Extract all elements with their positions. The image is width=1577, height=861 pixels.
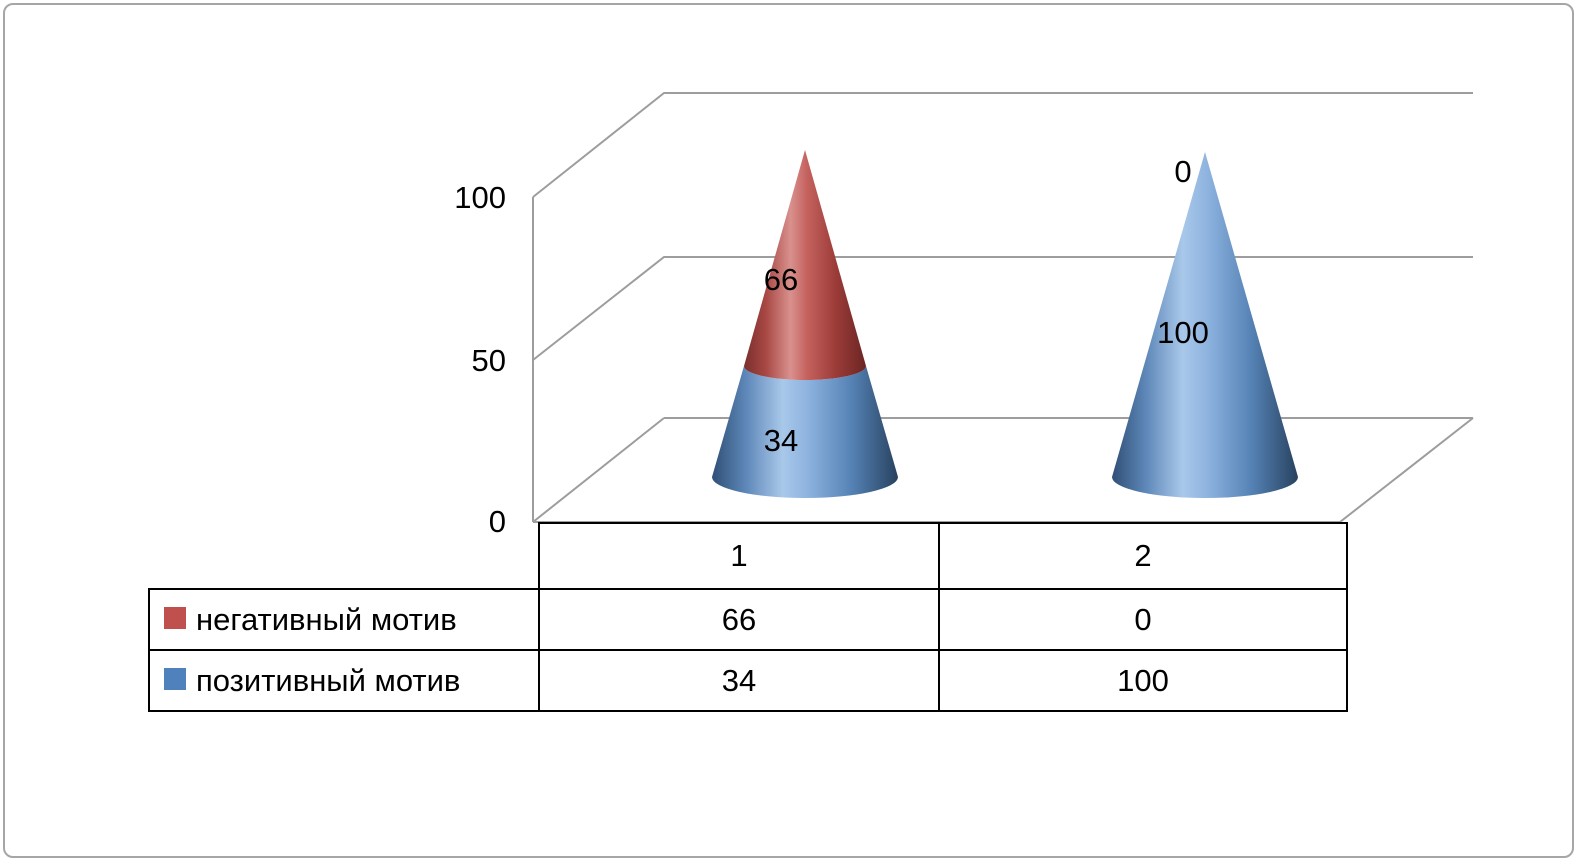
gridlines (532, 92, 1474, 523)
value-negative-cat1: 66 (538, 588, 940, 651)
category-header-2: 2 (938, 522, 1348, 590)
y-tick-0: 0 (489, 504, 506, 539)
gridline-50 (532, 256, 1473, 361)
legend-swatch-positive-icon (164, 668, 186, 691)
floor-left-edge (532, 417, 665, 523)
data-label-cone1-positive: 34 (764, 423, 798, 458)
data-label-cone2-negative: 0 (1174, 154, 1191, 189)
legend-cell-positive: позитивный мотив (148, 649, 540, 712)
table-row-positive: позитивный мотив 34 100 (148, 649, 1348, 712)
value-positive-cat1: 34 (538, 649, 940, 712)
table-corner-blank (149, 523, 539, 589)
y-tick-50: 50 (472, 343, 506, 378)
gridline-100 (532, 92, 1473, 198)
legend-label-negative: негативный мотив (196, 601, 457, 637)
cone1-positive-segment (712, 366, 898, 498)
category-header-row: 1 2 (149, 522, 1348, 590)
legend-swatch-negative-icon (164, 607, 186, 630)
legend-label-positive: позитивный мотив (196, 662, 461, 698)
data-label-cone1-negative: 66 (764, 262, 798, 297)
y-tick-100: 100 (454, 180, 506, 215)
data-table: 1 2 негативный мотив 66 0 позитивный мот… (148, 522, 1348, 712)
cone-category-1 (712, 150, 898, 498)
value-positive-cat2: 100 (938, 649, 1348, 712)
cone1-negative-segment (744, 150, 866, 380)
table-row-negative: негативный мотив 66 0 (148, 588, 1348, 651)
floor-right-edge (1339, 417, 1474, 523)
category-header-1: 1 (538, 522, 940, 590)
cone-category-2 (1112, 152, 1298, 498)
data-label-cone2-positive: 100 (1157, 315, 1209, 350)
legend-cell-negative: негативный мотив (148, 588, 540, 651)
cone2-positive-segment (1112, 152, 1298, 498)
value-negative-cat2: 0 (938, 588, 1348, 651)
